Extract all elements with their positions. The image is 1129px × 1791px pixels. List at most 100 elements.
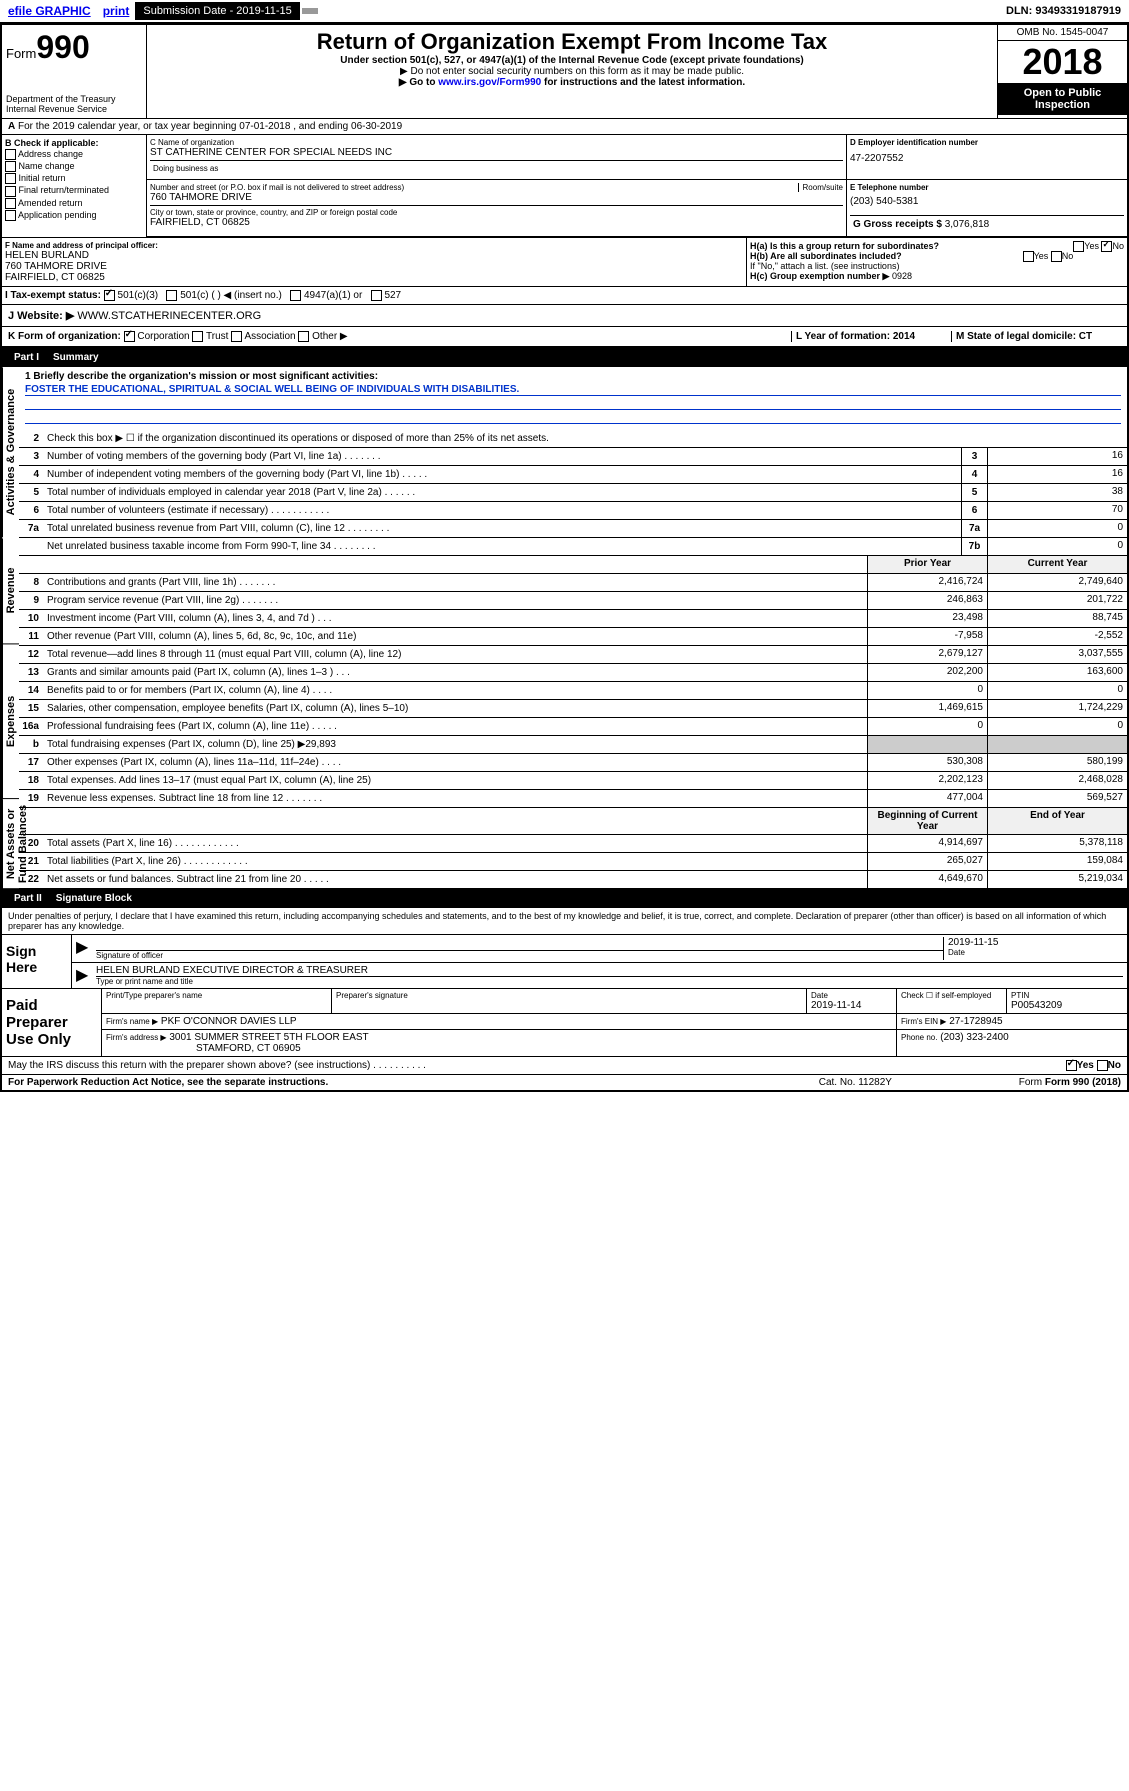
- row-j: J Website: ▶ WWW.STCATHERINECENTER.ORG: [2, 305, 1127, 327]
- i-501c[interactable]: [166, 290, 177, 301]
- inspection: Open to Public Inspection: [998, 83, 1127, 115]
- net-header: Beginning of Current Year End of Year: [19, 808, 1127, 835]
- d-label: D Employer identification number: [850, 138, 1124, 147]
- row-klm: K Form of organization: Corporation Trus…: [2, 327, 1127, 348]
- b-checkbox-item[interactable]: Application pending: [5, 210, 143, 221]
- summary-row: 21Total liabilities (Part X, line 26) . …: [19, 853, 1127, 871]
- summary-row: 17Other expenses (Part IX, column (A), l…: [19, 754, 1127, 772]
- discuss-yes[interactable]: [1066, 1060, 1077, 1071]
- mission-text: FOSTER THE EDUCATIONAL, SPIRITUAL & SOCI…: [25, 384, 1121, 396]
- summary-row: 9Program service revenue (Part VIII, lin…: [19, 592, 1127, 610]
- b-checkbox-item[interactable]: Amended return: [5, 198, 143, 209]
- footer: For Paperwork Reduction Act Notice, see …: [2, 1075, 1127, 1090]
- hc-label: H(c) Group exemption number ▶: [750, 271, 889, 281]
- b-checkbox-item[interactable]: Final return/terminated: [5, 185, 143, 196]
- col-current: Current Year: [987, 556, 1127, 573]
- summary-row: 22Net assets or fund balances. Subtract …: [19, 871, 1127, 889]
- city-label: City or town, state or province, country…: [150, 205, 843, 217]
- part2-label: Part II: [8, 891, 48, 906]
- discuss-no[interactable]: [1097, 1060, 1108, 1071]
- summary-row: 6Total number of volunteers (estimate if…: [19, 502, 1127, 520]
- row-l: L Year of formation: 2014: [791, 331, 951, 342]
- hb-label: H(b) Are all subordinates included?: [750, 251, 902, 261]
- e-label: E Telephone number: [850, 183, 1124, 192]
- k-opt2: Association: [244, 331, 295, 342]
- ptin-label: PTIN: [1011, 991, 1123, 1000]
- note2-pre: ▶ Go to: [399, 77, 438, 88]
- officer-addr2: FAIRFIELD, CT 06825: [5, 272, 743, 283]
- col-prior: Prior Year: [867, 556, 987, 573]
- header-mid: Return of Organization Exempt From Incom…: [147, 25, 997, 118]
- dba-label: Doing business as: [150, 160, 843, 176]
- k-corp[interactable]: [124, 331, 135, 342]
- section-g: G Gross receipts $ 3,076,818: [850, 215, 1124, 233]
- ha-no[interactable]: [1101, 241, 1112, 252]
- summary-row: 13Grants and similar amounts paid (Part …: [19, 664, 1127, 682]
- summary-row: 7aTotal unrelated business revenue from …: [19, 520, 1127, 538]
- b-checkbox-item[interactable]: Initial return: [5, 173, 143, 184]
- hb-note: If "No," attach a list. (see instruction…: [750, 261, 1124, 271]
- ha-yes[interactable]: [1073, 241, 1084, 252]
- summary-row: 20Total assets (Part X, line 16) . . . .…: [19, 835, 1127, 853]
- efile-link[interactable]: efile GRAPHIC: [2, 2, 97, 20]
- note2: ▶ Go to www.irs.gov/Form990 for instruct…: [155, 77, 989, 88]
- b-checkbox-item[interactable]: Name change: [5, 161, 143, 172]
- i-527[interactable]: [371, 290, 382, 301]
- phone: (203) 540-5381: [850, 196, 1124, 207]
- omb: OMB No. 1545-0047: [998, 25, 1127, 41]
- hb-no[interactable]: [1051, 251, 1062, 262]
- sig-date-label: Date: [948, 948, 1123, 957]
- k-opt1: Trust: [206, 331, 228, 342]
- firm-phone: (203) 323-2400: [940, 1032, 1008, 1043]
- officer-name-title: HELEN BURLAND EXECUTIVE DIRECTOR & TREAS…: [96, 965, 1123, 977]
- officer-name: HELEN BURLAND: [5, 250, 743, 261]
- m-text: M State of legal domicile: CT: [956, 331, 1092, 342]
- header-right: OMB No. 1545-0047 2018 Open to Public In…: [997, 25, 1127, 118]
- summary-row: 4Number of independent voting members of…: [19, 466, 1127, 484]
- form-990: Form990 Department of the Treasury Inter…: [0, 23, 1129, 1092]
- gross-receipts: 3,076,818: [945, 219, 990, 230]
- form-prefix: Form: [6, 46, 36, 61]
- discuss-row: May the IRS discuss this return with the…: [2, 1056, 1127, 1074]
- section-h: H(a) Is this a group return for subordin…: [747, 238, 1127, 286]
- k-other[interactable]: [298, 331, 309, 342]
- officer-addr1: 760 TAHMORE DRIVE: [5, 261, 743, 272]
- paperwork: For Paperwork Reduction Act Notice, see …: [8, 1077, 819, 1088]
- print-link[interactable]: print: [97, 2, 136, 20]
- sign-here: Sign Here: [2, 935, 72, 988]
- hb-yes[interactable]: [1023, 251, 1034, 262]
- section-eg: E Telephone number (203) 540-5381 G Gros…: [847, 180, 1127, 236]
- sig-intro: Under penalties of perjury, I declare th…: [2, 908, 1127, 934]
- k-assoc[interactable]: [231, 331, 242, 342]
- line2: 2Check this box ▶ ☐ if the organization …: [19, 430, 1127, 448]
- ptin: P00543209: [1011, 1000, 1123, 1011]
- summary-row: bTotal fundraising expenses (Part IX, co…: [19, 736, 1127, 754]
- irs-link[interactable]: www.irs.gov/Form990: [438, 77, 541, 88]
- rev-header: Prior Year Current Year: [19, 556, 1127, 574]
- form-number: Form990: [6, 29, 142, 66]
- addr-label: Number and street (or P.O. box if mail i…: [150, 183, 798, 192]
- vert-gov: Activities & Governance: [2, 367, 19, 537]
- sig-date: 2019-11-15: [948, 937, 1123, 948]
- i-opt2: 4947(a)(1) or: [304, 290, 362, 301]
- i-501c3[interactable]: [104, 290, 115, 301]
- b-checkbox-item[interactable]: Address change: [5, 149, 143, 160]
- arrow-icon2: ▶: [76, 965, 96, 986]
- i-4947[interactable]: [290, 290, 301, 301]
- part1-label: Part I: [8, 350, 45, 365]
- firm-ein: 27-1728945: [949, 1016, 1002, 1027]
- header-left: Form990 Department of the Treasury Inter…: [2, 25, 147, 118]
- k-trust[interactable]: [192, 331, 203, 342]
- room-label: Room/suite: [798, 183, 843, 192]
- note1: ▶ Do not enter social security numbers o…: [155, 66, 989, 77]
- col-begin: Beginning of Current Year: [867, 808, 987, 834]
- form-title: Return of Organization Exempt From Incom…: [155, 29, 989, 55]
- firm-addr1: 3001 SUMMER STREET 5TH FLOOR EAST: [169, 1032, 368, 1043]
- col-end: End of Year: [987, 808, 1127, 834]
- i-opt1: 501(c) ( ) ◀ (insert no.): [180, 290, 282, 301]
- c-name-label: C Name of organization: [150, 138, 843, 147]
- form-ref: Form Form 990 (2018): [1019, 1077, 1121, 1088]
- toolbar: efile GRAPHIC print Submission Date - 20…: [0, 0, 1129, 23]
- section-b: B Check if applicable: Address change Na…: [2, 135, 147, 237]
- line1-label: 1 Briefly describe the organization's mi…: [25, 371, 378, 382]
